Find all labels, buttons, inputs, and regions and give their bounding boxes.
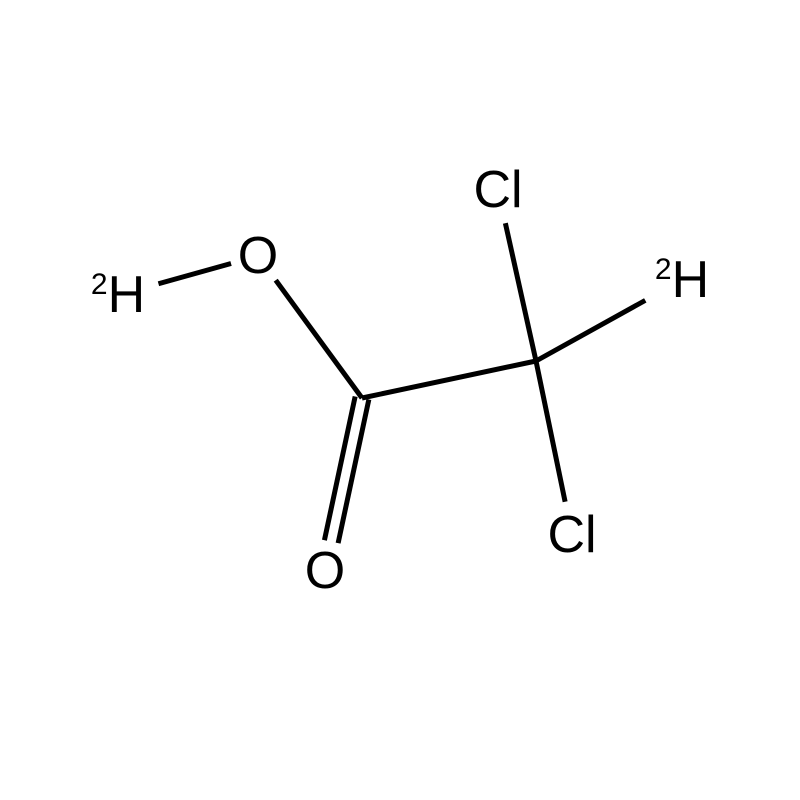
bond-O_hydroxyl-H2_left bbox=[158, 264, 231, 284]
atom-label-O_double: O bbox=[305, 542, 345, 600]
bond-C_carboxyl-C_alpha bbox=[362, 361, 536, 398]
bond-C_alpha-H2_right bbox=[536, 300, 645, 361]
atom-label-Cl_top: Cl bbox=[473, 161, 522, 219]
bond-C_carboxyl-O_hydroxyl bbox=[276, 280, 362, 398]
labels-group: O O Cl Cl 2H 2H bbox=[91, 161, 709, 600]
bond-C_alpha-Cl_bottom bbox=[536, 361, 565, 502]
molecule-diagram: O O Cl Cl 2H 2H bbox=[0, 0, 800, 800]
bond-C_alpha-Cl_top bbox=[505, 223, 536, 361]
bonds-group bbox=[158, 223, 645, 543]
atom-label-O_hydroxyl: O bbox=[238, 227, 278, 285]
atom-label-H2_right: 2H bbox=[655, 251, 709, 309]
bond-C_carboxyl-O_double bbox=[338, 399, 369, 543]
atom-label-H2_left: 2H bbox=[91, 266, 145, 324]
bond-C_carboxyl-O_double bbox=[324, 397, 355, 541]
atom-label-Cl_bottom: Cl bbox=[547, 506, 596, 564]
